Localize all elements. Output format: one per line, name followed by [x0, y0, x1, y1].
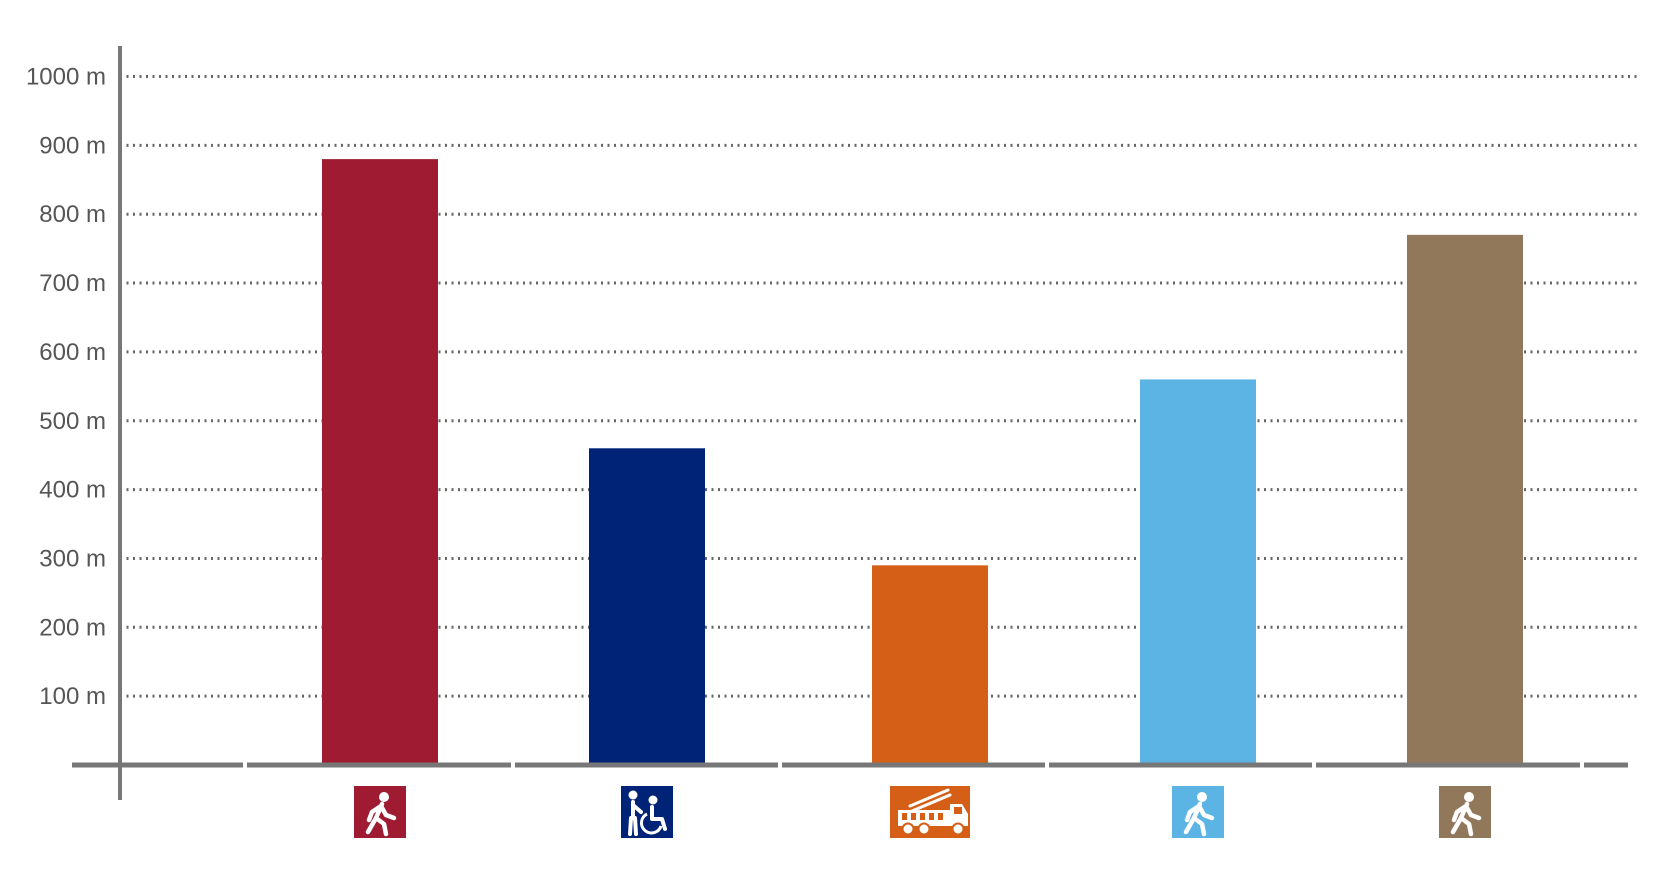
bars: [322, 159, 1523, 766]
bar: [872, 565, 988, 765]
y-tick-label: 300 m: [39, 545, 106, 572]
bar: [589, 448, 705, 765]
axes: [72, 46, 1628, 800]
y-tick-label: 500 m: [39, 408, 106, 435]
y-tick-label: 800 m: [39, 201, 106, 228]
bar: [1407, 234, 1523, 766]
category-icons: [354, 786, 1491, 838]
y-tick-label: 200 m: [39, 614, 106, 641]
fire-truck-icon: [890, 786, 970, 838]
wheelchair-icon: [621, 786, 673, 838]
y-tick-label: 600 m: [39, 339, 106, 366]
pedestrian-icon: [1172, 786, 1224, 838]
pedestrian-icon: [1439, 786, 1491, 838]
y-tick-label: 1000 m: [26, 64, 106, 91]
y-tick-label: 400 m: [39, 477, 106, 504]
bar: [322, 159, 438, 765]
pedestrian-icon: [354, 786, 406, 838]
bar: [1140, 379, 1256, 765]
y-tick-label: 100 m: [39, 683, 106, 710]
y-tick-label: 900 m: [39, 132, 106, 159]
y-axis-tick-labels: 100 m 200 m 300 m 400 m 500 m 600 m 700 m 800 m…: [26, 64, 106, 711]
y-tick-label: 700 m: [39, 270, 106, 297]
